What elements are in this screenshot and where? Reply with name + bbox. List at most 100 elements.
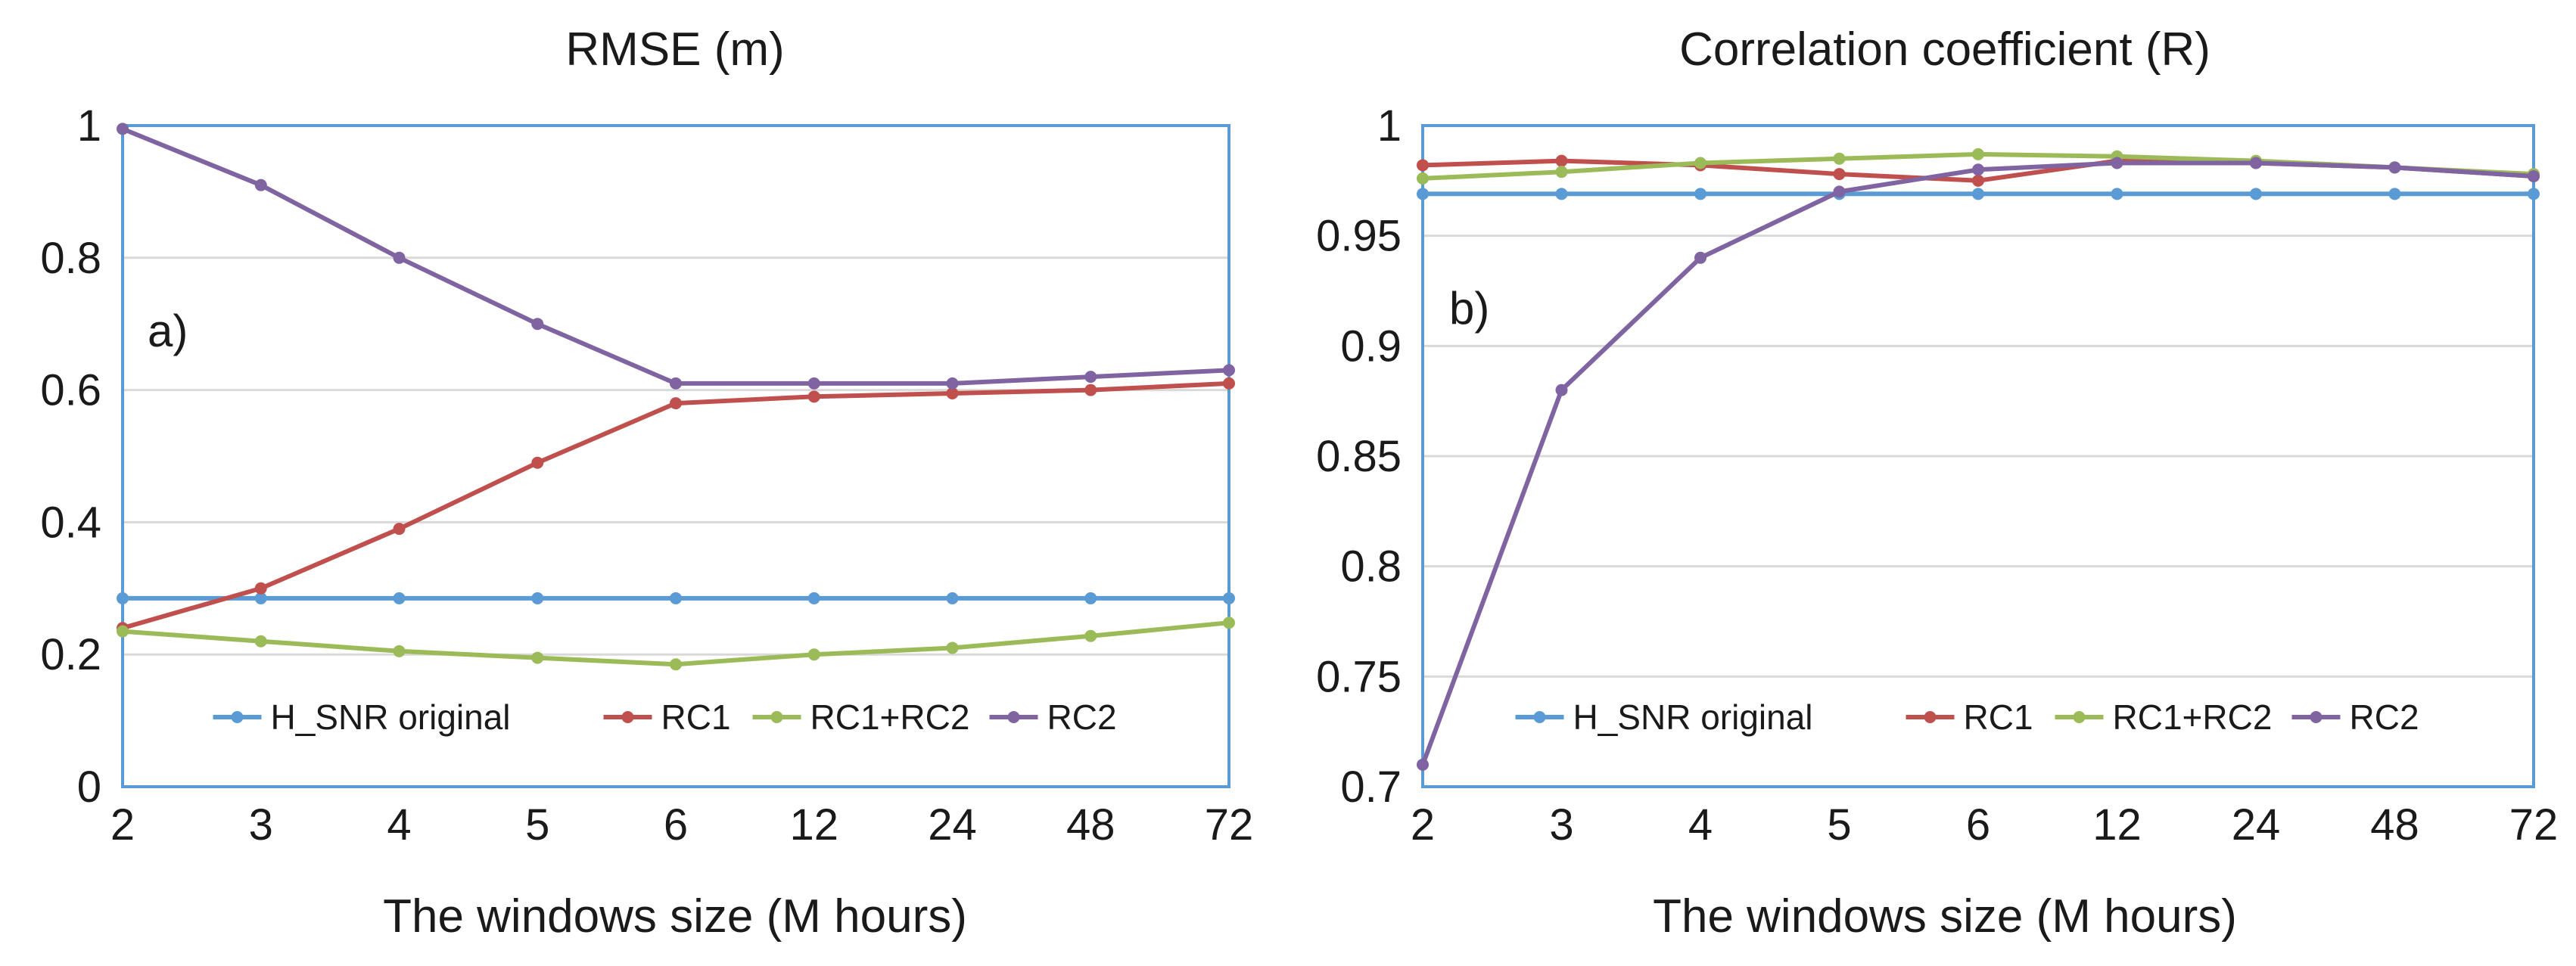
data-point: [531, 318, 543, 330]
data-point: [2528, 170, 2540, 182]
data-point: [531, 592, 543, 604]
x-tick-label: 5: [525, 800, 549, 850]
legend-item: RC1+RC2: [753, 697, 970, 737]
data-point: [1223, 592, 1235, 604]
legend-item: RC1: [604, 697, 731, 737]
legend-label: RC2: [1047, 697, 1117, 737]
x-tick-label: 12: [789, 800, 838, 850]
data-point: [1223, 377, 1235, 390]
chart-title: RMSE (m): [565, 23, 784, 76]
y-tick-label: 1: [77, 101, 101, 151]
legend-label: RC1: [1964, 697, 2033, 737]
legend-label: H_SNR original: [271, 697, 511, 737]
x-tick-label: 3: [249, 800, 273, 850]
data-point: [531, 457, 543, 469]
plot-border: [123, 126, 1229, 787]
data-point: [1834, 153, 1846, 165]
legend-item: RC2: [990, 697, 1117, 737]
data-point: [947, 377, 959, 390]
data-point: [808, 390, 820, 402]
legend-marker: [1924, 711, 1937, 723]
data-point: [1556, 188, 1568, 200]
data-point: [1556, 166, 1568, 178]
x-tick-label: 6: [664, 800, 688, 850]
legend-marker: [1534, 711, 1546, 723]
legend-label: RC2: [2350, 697, 2419, 737]
data-point: [808, 377, 820, 390]
x-tick-label: 72: [1205, 800, 1254, 850]
legend-marker: [771, 711, 783, 723]
data-point: [1556, 384, 1568, 396]
figure: RMSE (m) a) The windows size (M hours) 0…: [0, 0, 2576, 962]
data-point: [1972, 163, 1984, 175]
data-point: [255, 179, 267, 191]
data-point: [1084, 630, 1097, 642]
y-tick-label: 1: [1377, 101, 1402, 151]
data-point: [255, 635, 267, 648]
legend-marker: [2310, 711, 2322, 723]
chart-b-svg: Correlation coefficient (R) b) The windo…: [1288, 0, 2576, 962]
series-line-rc1: [123, 384, 1229, 628]
data-point: [670, 397, 682, 409]
data-point: [1834, 168, 1846, 180]
data-point: [531, 652, 543, 664]
data-point: [1084, 371, 1097, 383]
x-tick-label: 4: [387, 800, 411, 850]
data-point: [394, 523, 406, 535]
y-tick-label: 0.95: [1316, 212, 1402, 261]
data-point: [1417, 172, 1429, 185]
chart-panel-b: Correlation coefficient (R) b) The windo…: [1288, 0, 2576, 962]
x-tick-label: 24: [2232, 800, 2281, 850]
data-point: [2250, 188, 2262, 200]
data-point: [117, 592, 129, 604]
data-point: [2389, 188, 2401, 200]
chart-panel-a: RMSE (m) a) The windows size (M hours) 0…: [0, 0, 1288, 962]
data-point: [1972, 175, 1984, 187]
legend-item: H_SNR original: [213, 697, 511, 737]
x-tick-label: 12: [2092, 800, 2142, 850]
data-point: [1834, 185, 1846, 197]
y-tick-label: 0.9: [1340, 321, 1402, 371]
data-point: [394, 645, 406, 657]
data-point: [947, 641, 959, 654]
y-tick-label: 0.7: [1340, 763, 1402, 812]
data-point: [1972, 188, 1984, 200]
legend-item: H_SNR original: [1516, 697, 1813, 737]
x-axis-label: The windows size (M hours): [383, 890, 967, 943]
chart-title: Correlation coefficient (R): [1679, 23, 2210, 76]
x-tick-label: 24: [928, 800, 977, 850]
series-line-rc2: [1423, 163, 2534, 765]
data-point: [1417, 188, 1429, 200]
data-point: [670, 377, 682, 390]
legend-marker: [622, 711, 634, 723]
data-point: [808, 592, 820, 604]
data-point: [1417, 159, 1429, 171]
legend-label: RC1: [661, 697, 731, 737]
data-point: [394, 592, 406, 604]
series-line-rc1-rc2: [123, 623, 1229, 664]
chart-a-svg: RMSE (m) a) The windows size (M hours) 0…: [0, 0, 1288, 962]
y-tick-label: 0.6: [40, 366, 101, 415]
data-point: [2528, 188, 2540, 200]
data-point: [1084, 384, 1097, 396]
panel-label: a): [148, 306, 188, 356]
y-tick-label: 0.75: [1316, 652, 1402, 701]
data-point: [2250, 157, 2262, 169]
y-tick-label: 0: [77, 763, 101, 812]
legend-label: RC1+RC2: [810, 697, 970, 737]
data-point: [670, 658, 682, 670]
x-tick-label: 5: [1827, 800, 1851, 850]
legend-marker: [232, 711, 244, 723]
data-point: [808, 648, 820, 660]
panel-label: b): [1449, 283, 1489, 334]
x-tick-label: 6: [1966, 800, 1990, 850]
x-tick-label: 4: [1688, 800, 1713, 850]
x-tick-label: 3: [1549, 800, 1573, 850]
data-point: [1556, 155, 1568, 167]
data-point: [670, 592, 682, 604]
data-point: [1694, 188, 1706, 200]
y-tick-label: 0.85: [1316, 432, 1402, 481]
data-point: [1223, 617, 1235, 629]
legend-marker: [1008, 711, 1020, 723]
legend-item: RC2: [2292, 697, 2419, 737]
